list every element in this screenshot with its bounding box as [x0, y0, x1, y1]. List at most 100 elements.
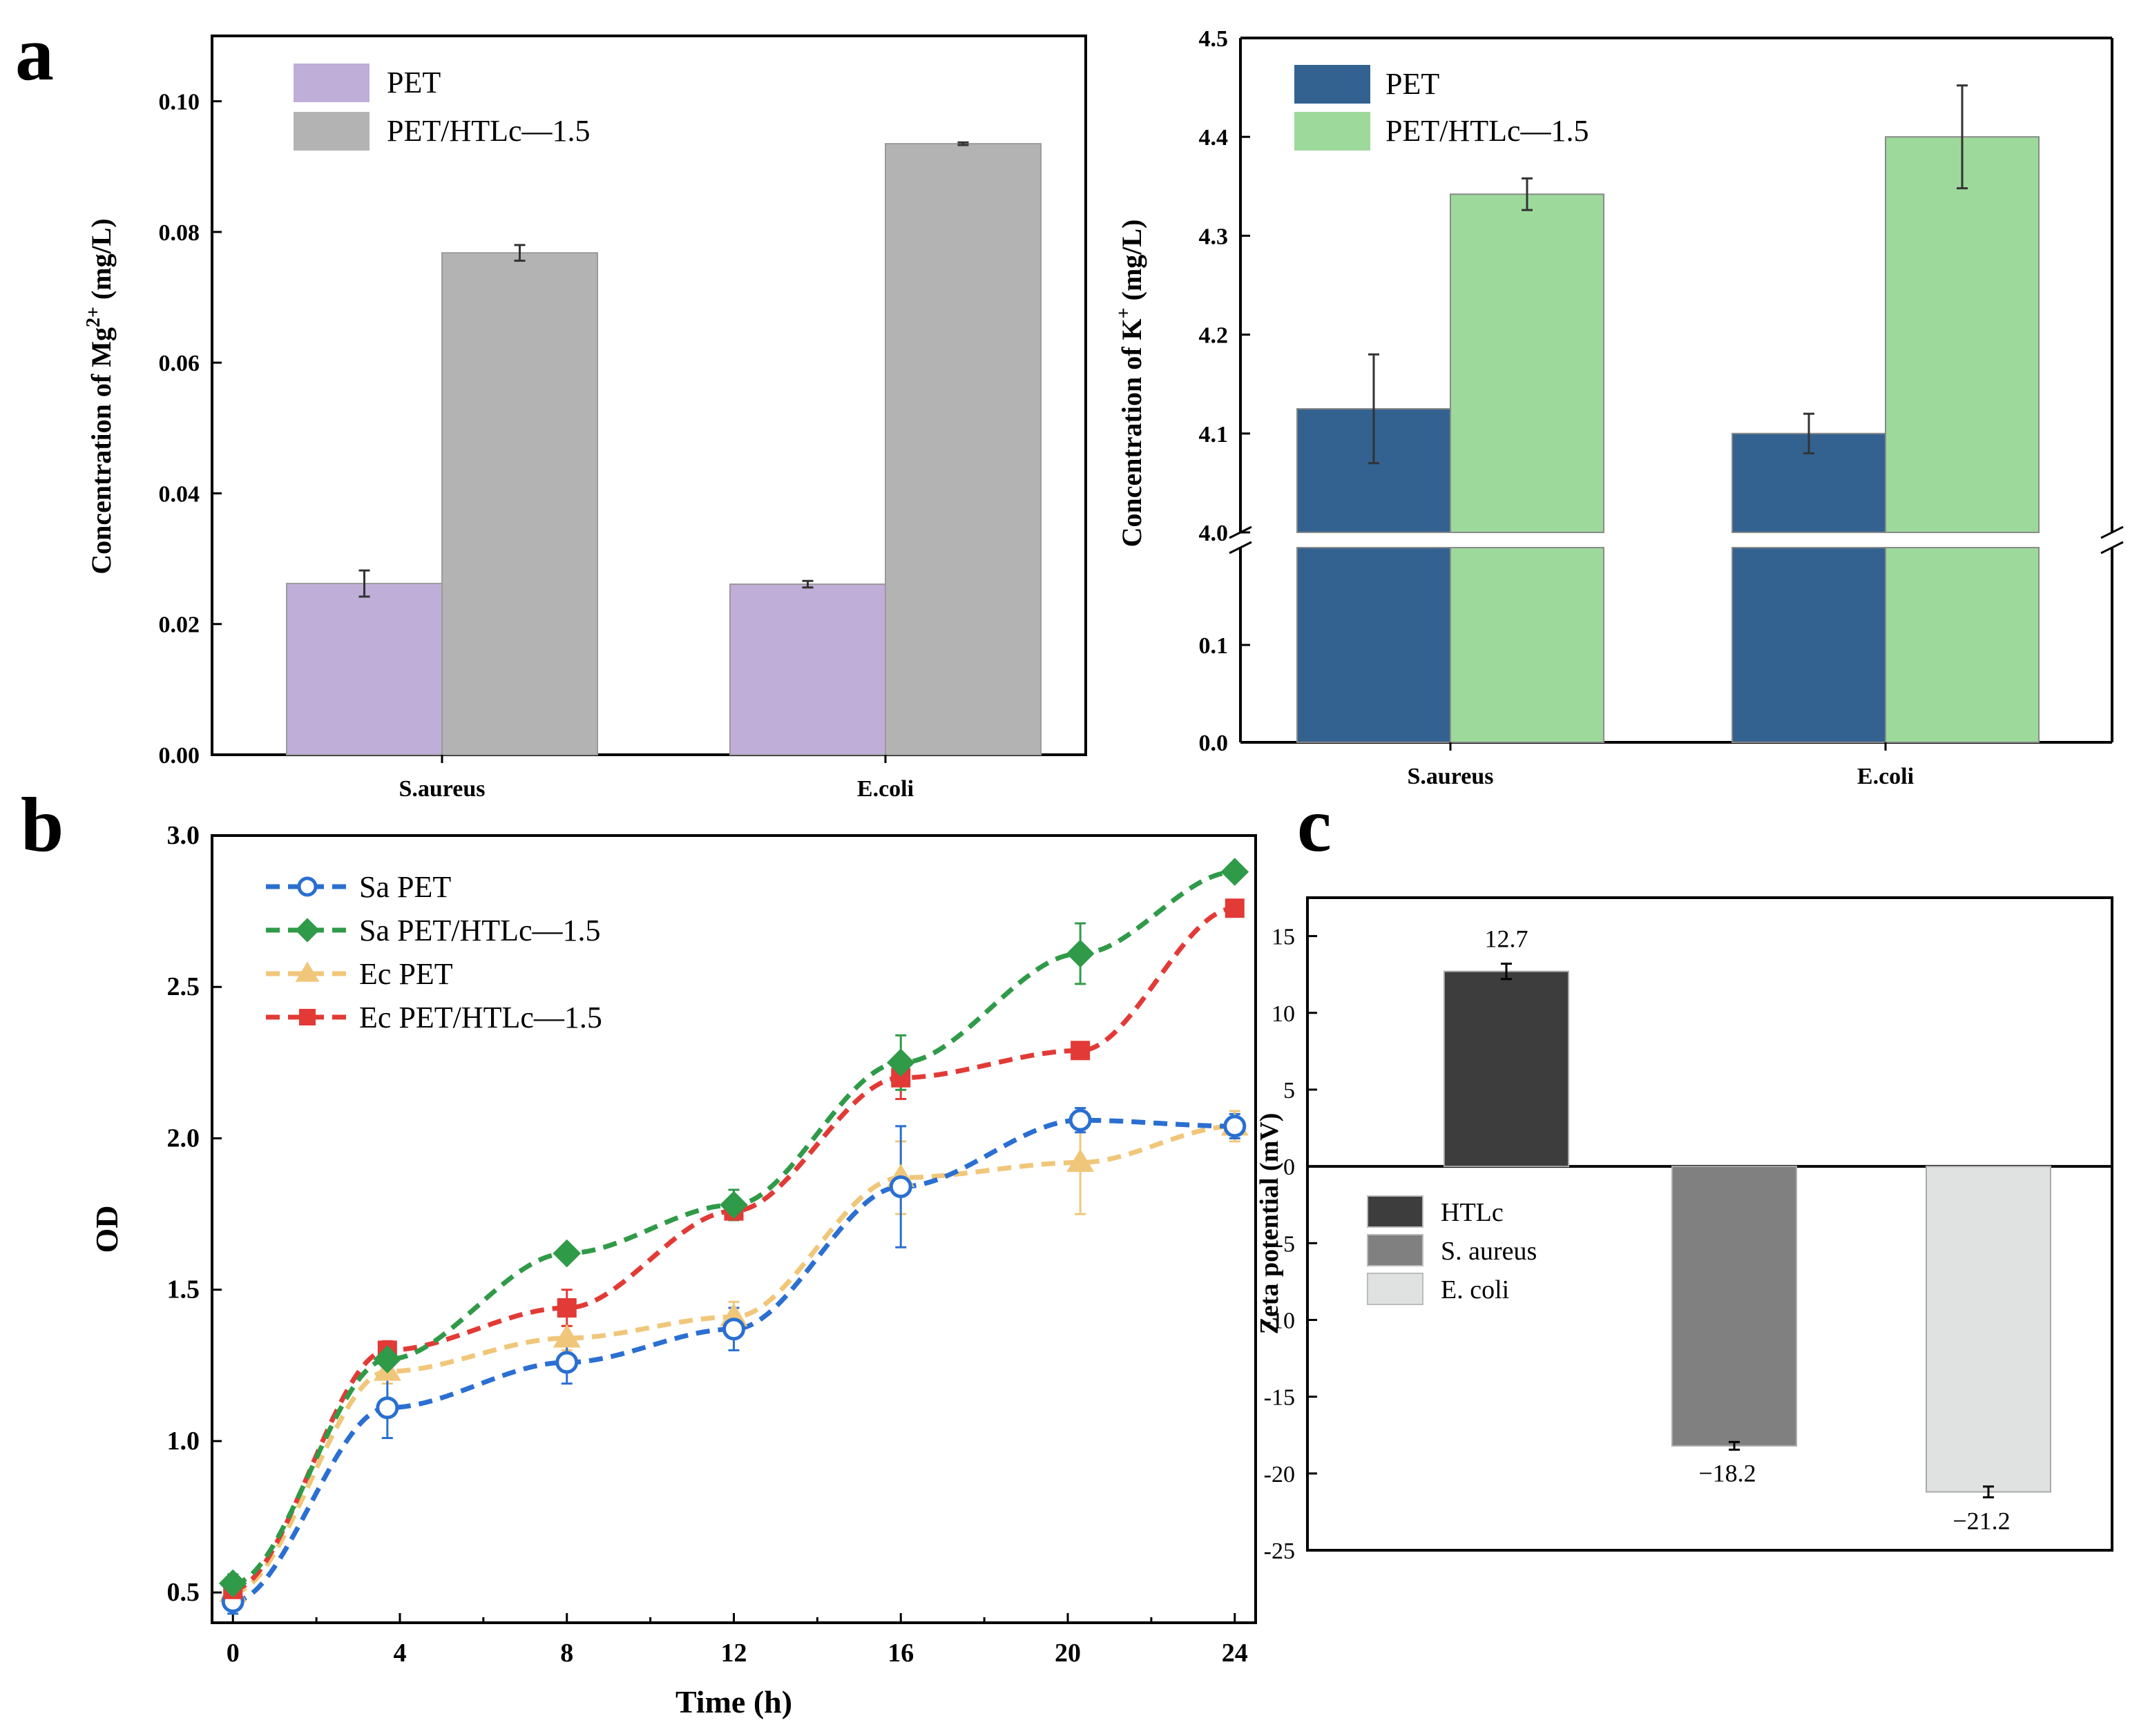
b-point-3 — [1071, 1041, 1091, 1061]
a-right-legend-swatch — [1294, 65, 1370, 104]
c-ytick-label: -5 — [1276, 1231, 1295, 1257]
b-ytick-label: 0.5 — [167, 1578, 200, 1607]
b-ytick-label: 2.5 — [167, 972, 200, 1001]
a-right-ytick-label: 4.3 — [1199, 224, 1229, 249]
c-legend-swatch — [1367, 1273, 1423, 1305]
a-right-bar-lower — [1296, 547, 1451, 743]
a-left-ytick-label: 0.06 — [159, 351, 200, 376]
a-right-break-mark — [2100, 541, 2124, 554]
b-xtick-label: 4 — [393, 1639, 406, 1668]
a-right-bar-upper — [1885, 136, 2040, 533]
b-ytick-label: 1.0 — [167, 1427, 200, 1456]
c-ytick-label: 0 — [1283, 1155, 1295, 1180]
c-value-label: 12.7 — [1485, 925, 1528, 953]
c-ylabel-text: Zeta potential (mV) — [1255, 1113, 1284, 1335]
a-left-bar — [885, 143, 1042, 755]
b-ytick-label: 3.0 — [167, 821, 200, 850]
c-ytick-label: -25 — [1264, 1539, 1295, 1564]
b-xtick-label: 24 — [1222, 1639, 1248, 1668]
a-left-ytick-label: 0.00 — [159, 743, 200, 769]
c-value-label: −18.2 — [1698, 1459, 1756, 1487]
a-right-bar-lower — [1732, 547, 1886, 743]
b-point-2 — [553, 1324, 581, 1348]
a-right-legend-label: PET/HTLc—1.5 — [1385, 114, 1589, 148]
b-xtick-label: 8 — [560, 1639, 573, 1668]
b-xtick-label: 0 — [227, 1639, 240, 1668]
a-left-ylabel-text: Concentration of Mg2+ (mg/L) — [83, 218, 117, 574]
a-right-ytick-label: 4.4 — [1199, 125, 1229, 151]
a-left-ytick-label: 0.02 — [159, 613, 200, 638]
a-right-ylabel: Concentration of K+ (mg/L) — [1113, 220, 1147, 548]
a-right-bar-lower — [1885, 547, 2040, 743]
a-right-bar-lower — [1450, 547, 1604, 743]
a-left-legend-label: PET — [387, 66, 441, 99]
b-point-1 — [553, 1239, 582, 1268]
a-right-xtick-label: E.coli — [1857, 764, 1914, 789]
c-ylabel: Zeta potential (mV) — [1255, 1113, 1284, 1335]
a-left-bar — [286, 583, 443, 755]
c-bar — [1443, 970, 1569, 1168]
a-left-bar — [441, 252, 598, 755]
b-plot-frame — [211, 834, 1257, 1624]
c-ytick-label: -20 — [1264, 1462, 1295, 1487]
a-right-ytick-label: 0.0 — [1199, 731, 1229, 756]
a-right-xtick-label: S.aureus — [1407, 764, 1493, 789]
b-legend-marker — [295, 918, 320, 943]
a-right-break-mark — [2100, 525, 2124, 539]
c-ytick-label: 5 — [1283, 1078, 1295, 1103]
b-ylabel: OD — [89, 1206, 124, 1253]
b-point-0 — [889, 1175, 912, 1199]
b-xtick-label: 20 — [1055, 1639, 1081, 1668]
c-ytick-label: -10 — [1264, 1308, 1295, 1333]
b-legend-marker — [295, 961, 320, 982]
b-legend-marker — [297, 876, 318, 897]
b-point-1 — [886, 1048, 915, 1077]
c-legend-label: E. coli — [1441, 1275, 1509, 1304]
a-left-bar — [729, 583, 886, 755]
b-point-1 — [1066, 939, 1095, 968]
panel-label-c: c — [1297, 782, 1332, 868]
a-left-ytick-label: 0.08 — [159, 220, 200, 246]
a-left-ylabel: Concentration of Mg2+ (mg/L) — [83, 218, 117, 574]
b-ytick-label: 1.5 — [167, 1275, 200, 1304]
a-left-xtick-label: S.aureus — [399, 776, 485, 802]
b-point-0 — [722, 1318, 745, 1341]
c-plot-frame — [1306, 896, 2113, 1552]
a-left-xtick-label: E.coli — [857, 776, 914, 802]
b-point-2 — [1066, 1148, 1095, 1173]
c-ytick-label: -15 — [1264, 1385, 1295, 1411]
b-legend-label: Sa PET — [359, 870, 451, 904]
panel-label-b: b — [21, 782, 64, 868]
c-ytick-label: 10 — [1272, 1001, 1295, 1027]
c-value-label: −21.2 — [1953, 1507, 2010, 1534]
b-ytick-label: 2.0 — [167, 1123, 200, 1152]
b-xlabel: Time (h) — [675, 1684, 792, 1719]
b-point-0 — [555, 1351, 579, 1374]
b-point-1 — [218, 1569, 247, 1598]
c-legend-label: S. aureus — [1441, 1237, 1537, 1266]
b-legend-label: Ec PET/HTLc—1.5 — [359, 1001, 602, 1034]
a-left-ytick-label: 0.04 — [159, 481, 200, 507]
b-xtick-label: 12 — [721, 1639, 747, 1668]
a-left-legend-label: PET/HTLc—1.5 — [387, 114, 591, 148]
b-point-3 — [557, 1298, 577, 1318]
a-right-ytick-label: 4.5 — [1199, 26, 1229, 52]
c-legend-label: HTLc — [1441, 1198, 1504, 1227]
b-legend-label: Sa PET/HTLc—1.5 — [359, 914, 601, 947]
c-ytick-label: 15 — [1272, 925, 1295, 950]
b-point-1 — [1220, 858, 1249, 886]
a-right-legend-swatch — [1294, 112, 1370, 151]
a-right-ytick-label: 0.1 — [1199, 633, 1229, 659]
b-legend-label: Ec PET — [359, 957, 453, 991]
b-xtick-label: 16 — [888, 1639, 914, 1668]
b-point-3 — [1225, 898, 1245, 918]
a-left-plot-frame — [211, 35, 1087, 756]
b-point-1 — [720, 1190, 748, 1219]
b-point-0 — [376, 1396, 399, 1420]
a-left-legend-swatch — [294, 112, 370, 151]
a-right-ylabel-text: Concentration of K+ (mg/L) — [1113, 220, 1147, 548]
b-legend-marker — [299, 1009, 316, 1025]
a-right-ytick-label: 4.0 — [1199, 521, 1229, 546]
